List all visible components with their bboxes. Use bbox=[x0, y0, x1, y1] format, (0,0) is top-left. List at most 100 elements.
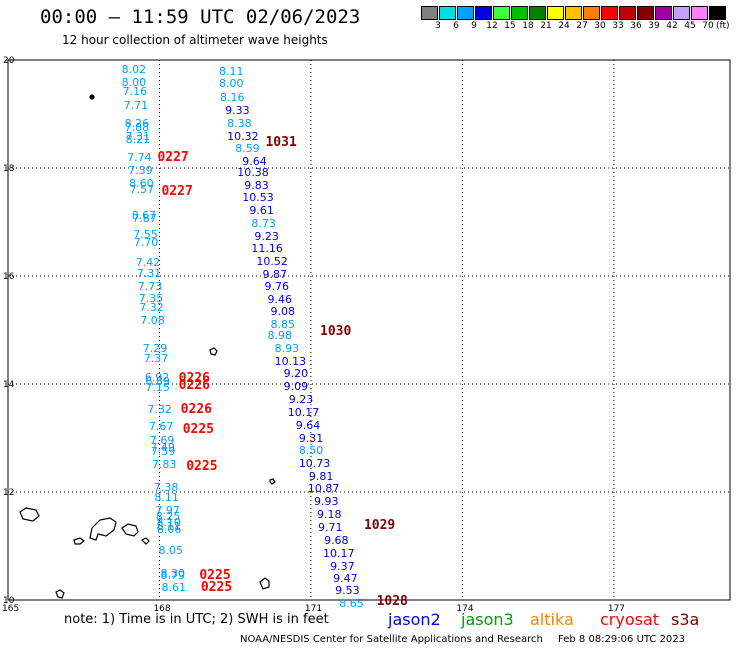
satellite-s3a: s3a bbox=[671, 610, 700, 629]
legend-swatch bbox=[583, 6, 600, 20]
island-10 bbox=[259, 577, 270, 590]
pass-time-label: 0226 bbox=[180, 401, 212, 417]
wave-height-label: 8.10 bbox=[156, 516, 181, 530]
legend-tick-label: 9 bbox=[471, 21, 477, 31]
legend-swatch bbox=[619, 6, 636, 20]
pass-time-label: 0225 bbox=[199, 568, 231, 584]
wave-height-label: 8.73 bbox=[251, 217, 276, 231]
wave-height-label: 8.11 bbox=[154, 491, 179, 505]
legend-swatch bbox=[421, 6, 438, 20]
wave-height-label: 7.69 bbox=[149, 433, 175, 447]
footer-credit: NOAA/NESDIS Center for Satellite Applica… bbox=[240, 634, 685, 645]
wave-height-label: 9.23 bbox=[288, 393, 314, 407]
legend-tick-label: 6 bbox=[453, 21, 459, 31]
satellite-jason3: jason3 bbox=[461, 610, 514, 629]
wave-height-label: 8.98 bbox=[267, 329, 293, 343]
wave-height-label: 9.08 bbox=[270, 304, 296, 318]
wave-height-label: 10.38 bbox=[237, 166, 269, 180]
lon-label: 171 bbox=[305, 604, 322, 614]
lon-label: 165 bbox=[2, 604, 19, 614]
legend-swatch bbox=[493, 6, 510, 20]
wave-height-label: 8.61 bbox=[161, 581, 186, 595]
wave-height-label: 8.05 bbox=[158, 544, 183, 558]
wave-height-label: 7.37 bbox=[143, 352, 169, 366]
wave-height-label: 7.32 bbox=[139, 301, 164, 315]
island-9 bbox=[55, 589, 65, 599]
lat-label: 20 bbox=[3, 56, 15, 66]
wave-height-label: 7.38 bbox=[153, 481, 179, 495]
wave-height-label: 7.35 bbox=[138, 291, 164, 305]
wave-height-label: 7.74 bbox=[127, 151, 152, 165]
wave-height-label: 8.79 bbox=[160, 569, 185, 583]
wave-height-label: 9.47 bbox=[333, 572, 358, 586]
lat-label: 18 bbox=[3, 164, 15, 174]
pass-time-label: 0225 bbox=[186, 459, 218, 475]
legend-tick-label: 39 bbox=[648, 21, 660, 31]
wave-height-label: 7.71 bbox=[123, 99, 149, 113]
legend-swatch bbox=[601, 6, 618, 20]
wave-height-label: 10.17 bbox=[287, 406, 320, 420]
wave-height-label: 8.26 bbox=[124, 116, 150, 130]
wave-height-label: 8.50 bbox=[298, 443, 324, 457]
legend-tick-label: 15 bbox=[504, 21, 516, 31]
latitude-labels: 20 18 16 14 12 10 bbox=[3, 56, 15, 606]
wave-height-label: 9.76 bbox=[264, 279, 289, 293]
legend-tick-label: 42 bbox=[666, 21, 678, 31]
pass-time-label: 0225 bbox=[182, 421, 214, 437]
legend-tick-label: 30 bbox=[594, 21, 606, 31]
wave-height-label: 10.32 bbox=[227, 129, 259, 143]
pass-time-label: 1029 bbox=[363, 518, 396, 534]
credit-text: NOAA/NESDIS Center for Satellite Applica… bbox=[240, 634, 543, 645]
pass-time-label: 1028 bbox=[376, 594, 408, 610]
wave-height-label: 9.71 bbox=[318, 520, 343, 534]
wave-height-label: 6.92 bbox=[144, 370, 170, 384]
wave-height-label: 8.85 bbox=[270, 317, 296, 331]
wave-height-label: 8.06 bbox=[156, 522, 182, 536]
wave-height-label: 8.16 bbox=[220, 90, 245, 104]
lat-label: 16 bbox=[3, 272, 15, 282]
wave-height-label: 8.25 bbox=[155, 509, 181, 523]
wave-height-label: 7.15 bbox=[145, 380, 170, 394]
wave-height-label: 9.64 bbox=[295, 419, 321, 433]
wave-height-label: 7.83 bbox=[151, 458, 177, 471]
wave-height-label: 8.00 bbox=[219, 76, 244, 90]
longitude-labels: 165 168 171 174 177 bbox=[2, 604, 625, 614]
wave-height-label: 9.31 bbox=[298, 432, 324, 446]
legend-swatch bbox=[565, 6, 582, 20]
legend-swatch bbox=[655, 6, 672, 20]
legend-tick-label: 36 bbox=[630, 21, 642, 31]
island-1 bbox=[89, 94, 95, 100]
islands bbox=[19, 94, 276, 599]
wave-height-label: 7.57 bbox=[129, 182, 155, 196]
legend-tick-label: 27 bbox=[576, 21, 588, 31]
wave-height-label: 10.52 bbox=[256, 254, 288, 268]
wave-height-label: 9.33 bbox=[225, 103, 250, 117]
wave-height-label: 8.65 bbox=[339, 597, 364, 611]
wave-height-label: 7.31 bbox=[136, 267, 162, 281]
units-note: note: 1) Time is in UTC; 2) SWH is in fe… bbox=[64, 612, 329, 627]
legend-swatch bbox=[673, 6, 690, 20]
wave-height-label: 7.49 bbox=[150, 440, 175, 454]
lon-label: 177 bbox=[608, 604, 625, 614]
legend-swatch bbox=[439, 6, 456, 20]
pass-time-label: 0226 bbox=[178, 378, 210, 394]
wave-height-label: 7.16 bbox=[122, 85, 148, 99]
wave-height-label: 7.29 bbox=[142, 342, 168, 356]
wave-height-label: 9.64 bbox=[242, 154, 267, 168]
pass-time-label: 1030 bbox=[320, 324, 352, 340]
wave-height-label: 8.11 bbox=[156, 519, 181, 533]
map-grid bbox=[7, 59, 730, 601]
lat-label: 12 bbox=[3, 488, 14, 498]
wave-height-label: 10.17 bbox=[323, 546, 355, 560]
wave-height-label: 9.09 bbox=[283, 380, 309, 394]
island-6 bbox=[89, 517, 117, 541]
page-subtitle: 12 hour collection of altimeter wave hei… bbox=[62, 33, 328, 47]
lon-label: 174 bbox=[456, 604, 473, 614]
wave-height-label: 10.53 bbox=[242, 191, 274, 205]
wave-height-label: 7.32 bbox=[147, 402, 172, 416]
pass-time-label: 0225 bbox=[200, 580, 233, 596]
wave-height-label: 7.39 bbox=[128, 163, 153, 177]
wave-height-label: 9.37 bbox=[330, 559, 355, 573]
wave-height-label: 8.38 bbox=[227, 116, 252, 130]
island-2 bbox=[209, 347, 218, 356]
